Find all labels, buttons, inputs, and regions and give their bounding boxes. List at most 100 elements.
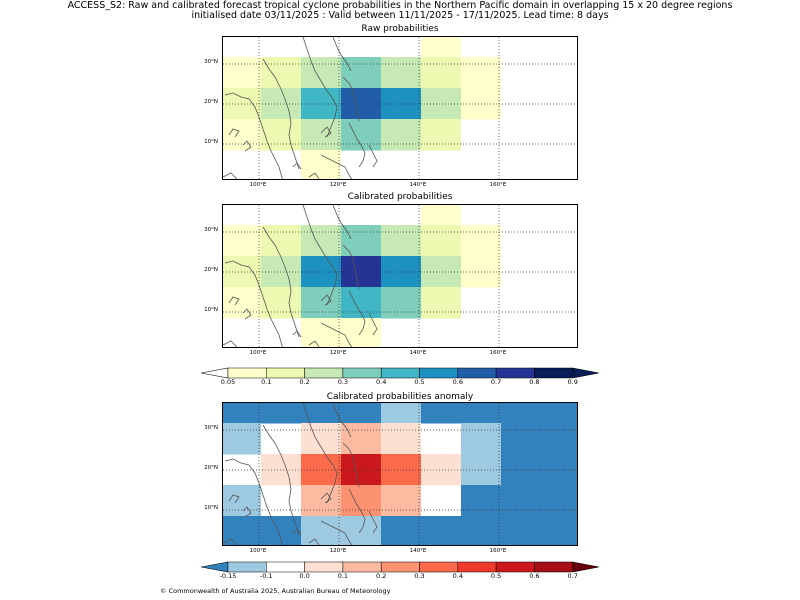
colorbar-segment [419,367,459,379]
coastline [368,510,378,534]
map-canvas [223,37,577,179]
colorbar-segment [534,561,573,573]
prob-cell [541,423,577,455]
coastline [342,76,360,122]
colorbar-segment [457,367,497,379]
coastline [242,140,252,152]
colorbar-tick-label: 0.8 [529,378,540,386]
copyright-notice: © Commonwealth of Australia 2025, Austra… [160,587,391,595]
probability-colorbar [200,364,600,379]
coastline [242,308,252,320]
prob-cell [421,57,461,89]
colorbar-tick-label: 0.5 [490,572,502,580]
coastline [320,322,353,347]
anomaly-colorbar [200,558,600,573]
lat-label-10n: 10°N [204,139,218,145]
lon-label-100e: 100°E [249,548,267,554]
lon-label-160e: 160°E [489,350,507,356]
prob-cell [381,57,421,89]
lat-label-30n: 30°N [204,59,218,65]
colorbar-tick-label: 0.2 [299,378,310,386]
colorbar-canvas [200,367,600,379]
colorbar-segment [304,367,344,379]
figure-title-line2: initialised date 03/11/2025 : Valid betw… [191,10,609,21]
coastline [242,506,252,518]
coastline [223,172,238,179]
colorbar-segment [227,561,267,573]
colorbar-segment [419,561,459,573]
coastline [228,296,240,306]
prob-cell [461,225,501,257]
coastline [292,528,302,536]
colorbar-segment [304,561,344,573]
coastline [332,205,352,240]
colorbar-tick-label: 0.3 [337,378,349,386]
lon-label-120e: 120°E [329,350,347,356]
colorbar-tick-label: 0.6 [452,378,463,386]
map-calibrated-probabilities [222,204,578,348]
coastline [342,244,360,290]
coastline [320,520,353,545]
prob-cell [301,485,341,517]
prob-cell [381,287,421,319]
coastline [262,58,300,170]
prob-cell [461,485,501,517]
prob-cell [461,516,501,545]
lon-label-160e: 160°E [489,182,507,188]
prob-cell [541,485,577,517]
prob-cell [261,119,301,151]
prob-cell [381,225,421,257]
prob-cell [501,403,541,424]
prob-cell [223,516,261,545]
coastline [262,424,300,536]
coastline [262,226,300,338]
coastline [320,154,353,179]
colorbar-tick-label: 0.05 [220,378,236,386]
prob-cell [341,403,381,424]
colorbar-under-arrow [200,367,229,379]
colorbar-tick-label: 0.4 [376,378,387,386]
colorbar-segment [380,367,420,379]
lon-label-140e: 140°E [409,548,427,554]
prob-cell [223,57,261,89]
coastline [292,330,302,338]
lon-label-140e: 140°E [409,182,427,188]
prob-cell [301,287,341,319]
prob-cell [461,403,501,424]
coastline [224,458,283,545]
coastline [320,126,332,138]
colorbar-segment [457,561,497,573]
prob-cell [301,57,341,89]
lon-label-120e: 120°E [329,182,347,188]
coastline [308,172,320,179]
prob-cell [301,119,341,151]
lat-label-20n: 20°N [204,267,218,273]
coastline [320,294,332,306]
coastline [223,538,238,545]
map-canvas [223,403,577,545]
colorbar-tick-label: 0.9 [567,378,578,386]
prob-cell [223,423,261,455]
coastline [320,492,332,504]
coastline [348,488,366,534]
colorbar-tick-label: 0.6 [529,572,540,580]
prob-cell [381,403,421,424]
prob-cell [341,423,381,455]
prob-cell [541,403,577,424]
coastline [308,340,320,347]
prob-cell [301,318,341,347]
map-calibrated-anomaly [222,402,578,546]
prob-cell [301,150,341,179]
lat-label-30n: 30°N [204,227,218,233]
colorbar-segment [227,367,267,379]
lon-label-100e: 100°E [249,350,267,356]
colorbar-tick-label: 0.2 [376,572,387,580]
coastline [302,37,338,138]
lat-label-10n: 10°N [204,307,218,313]
prob-cell [223,225,261,257]
prob-cell [421,119,461,151]
colorbar-canvas [200,561,600,573]
lon-label-120e: 120°E [329,548,347,554]
coastline [348,122,366,168]
panel-title-anomaly: Calibrated probabilities anomaly [326,392,474,402]
